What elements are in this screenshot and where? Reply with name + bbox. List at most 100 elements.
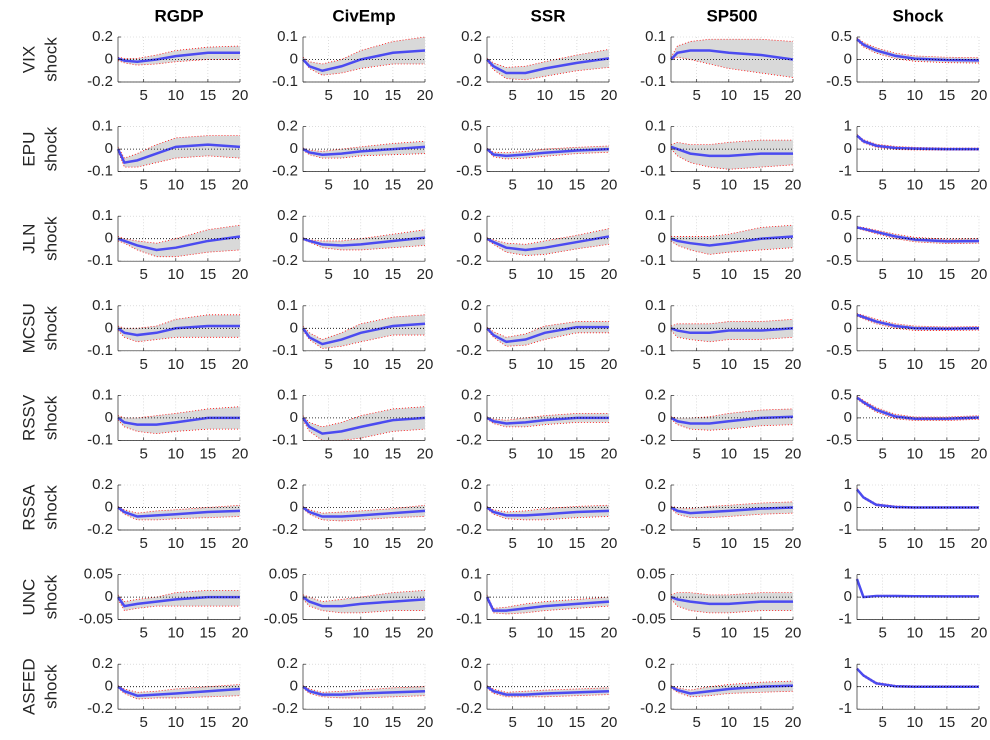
x-tick-label: 15: [569, 445, 586, 462]
x-tick-label: 15: [385, 445, 402, 462]
y-tick-label: 0.1: [645, 118, 666, 135]
band-bound: [671, 224, 794, 237]
y-tick-label: 1: [844, 118, 852, 135]
y-tick-label: 0.1: [277, 386, 298, 403]
x-tick-label: 5: [325, 625, 333, 642]
x-tick-label: 10: [167, 535, 184, 552]
y-tick-label: -1: [839, 611, 852, 628]
y-tick-label: 0: [658, 678, 666, 695]
x-tick-label: 20: [232, 625, 249, 642]
response-line: [301, 416, 426, 435]
response-line: [116, 595, 240, 608]
x-tick-label: 10: [352, 87, 369, 104]
x-tick-label: 10: [536, 445, 553, 462]
band-bound: [670, 148, 794, 170]
band-bound: [117, 504, 241, 514]
x-tick-label: 10: [720, 535, 737, 552]
x-tick-label: 10: [906, 535, 923, 552]
x-tick-label: 20: [785, 87, 802, 104]
x-tick-label: 15: [569, 266, 586, 283]
x-tick-label: 10: [906, 87, 923, 104]
x-tick-label: 15: [939, 714, 956, 731]
y-tick-label: -0.2: [456, 431, 482, 448]
x-tick-label: 5: [879, 177, 887, 194]
x-tick-label: 5: [693, 714, 701, 731]
y-tick-label: 1: [844, 655, 852, 672]
band-bound: [486, 149, 610, 160]
chart-title: Shock: [892, 6, 944, 25]
x-tick-label: 10: [720, 87, 737, 104]
x-tick-label: 15: [385, 356, 402, 373]
response-line: [670, 684, 794, 695]
x-tick-label: 5: [693, 356, 701, 373]
y-axis-label: shock: [41, 306, 60, 351]
x-tick-label: 5: [693, 87, 701, 104]
x-tick-label: 10: [536, 356, 553, 373]
response-line: [117, 51, 240, 64]
band-bound: [856, 37, 980, 59]
y-tick-label: -0.1: [272, 73, 298, 90]
x-tick-label: 20: [785, 356, 802, 373]
x-tick-label: 20: [785, 714, 802, 731]
x-tick-label: 20: [971, 445, 988, 462]
x-tick-label: 5: [509, 535, 517, 552]
y-tick-label: 0.5: [831, 207, 852, 224]
x-tick-label: 10: [906, 177, 923, 194]
band-bound: [302, 504, 426, 514]
x-tick-label: 20: [601, 714, 618, 731]
band-bound: [302, 599, 425, 614]
confidence-band: [671, 39, 793, 78]
x-tick-label: 20: [417, 177, 434, 194]
y-tick-label: 1: [844, 566, 852, 583]
y-tick-label: 0.5: [831, 28, 852, 45]
x-tick-label: 5: [140, 87, 148, 104]
x-tick-label: 15: [200, 266, 217, 283]
y-tick-label: -0.2: [272, 521, 298, 538]
y-tick-label: 0.5: [461, 118, 482, 135]
y-tick-label: -0.2: [640, 700, 666, 717]
x-tick-label: 20: [232, 535, 249, 552]
y-tick-label: -0.5: [826, 73, 852, 90]
response-line: [486, 235, 610, 252]
y-tick-label: 0: [105, 588, 113, 605]
band-bound: [486, 48, 610, 68]
y-axis-label: shock: [41, 574, 60, 619]
x-tick-label: 20: [785, 625, 802, 642]
band-bound: [486, 228, 610, 245]
x-tick-label: 20: [601, 625, 618, 642]
x-tick-label: 5: [879, 87, 887, 104]
x-tick-label: 5: [509, 87, 517, 104]
y-tick-label: -0.2: [456, 342, 482, 359]
y-tick-label: 0: [474, 140, 482, 157]
y-tick-label: -0.2: [272, 700, 298, 717]
y-tick-label: -0.2: [456, 252, 482, 269]
x-tick-label: 20: [232, 445, 249, 462]
x-tick-label: 10: [906, 625, 923, 642]
x-tick-label: 15: [939, 535, 956, 552]
x-tick-label: 10: [536, 177, 553, 194]
x-tick-label: 15: [753, 266, 770, 283]
confidence-band: [671, 225, 793, 255]
y-tick-label: 0.1: [645, 28, 666, 45]
x-tick-label: 15: [200, 445, 217, 462]
band-bound: [856, 395, 980, 418]
x-tick-label: 20: [971, 87, 988, 104]
y-tick-label: 0.1: [645, 207, 666, 224]
y-axis-label: VIX: [19, 46, 38, 73]
y-tick-label: 0: [658, 50, 666, 67]
y-tick-label: 0: [474, 409, 482, 426]
x-tick-label: 15: [569, 87, 586, 104]
y-tick-label: 0: [290, 409, 298, 426]
x-tick-label: 10: [167, 356, 184, 373]
x-tick-label: 10: [352, 714, 369, 731]
y-tick-label: 0.05: [84, 566, 113, 583]
x-tick-label: 10: [906, 266, 923, 283]
response-line: [670, 415, 794, 425]
y-tick-label: 0.1: [461, 566, 482, 583]
response-line: [670, 49, 794, 61]
y-tick-label: -0.1: [272, 431, 298, 448]
x-tick-label: 20: [232, 266, 249, 283]
y-tick-label: 0: [474, 50, 482, 67]
x-tick-label: 10: [720, 714, 737, 731]
